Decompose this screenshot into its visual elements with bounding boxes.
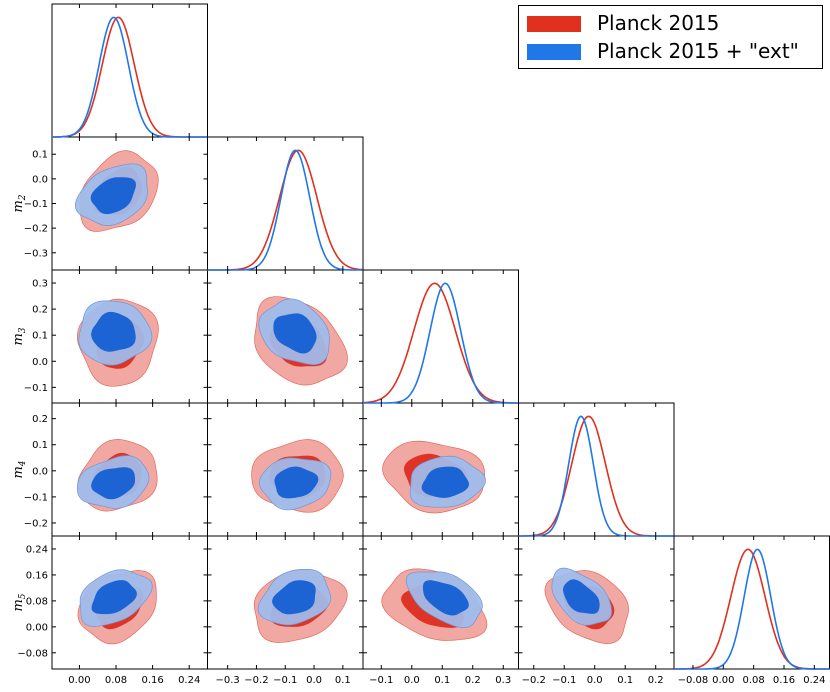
x-axis-label-m3: m3 xyxy=(432,688,450,692)
ext-68-contour xyxy=(422,580,469,616)
x-tick-label-m1: 0.08 xyxy=(105,675,127,686)
y-tick-label-m5: 0.16 xyxy=(26,570,48,581)
x-tick-label-m2: 0.0 xyxy=(306,675,322,686)
ext-marginal-curve xyxy=(52,16,208,138)
y-tick-label-m2: −0.2 xyxy=(24,224,48,235)
x-tick-label-m4: −0.1 xyxy=(552,675,576,686)
x-tick-label-m2: −0.3 xyxy=(216,675,240,686)
ext-68-contour xyxy=(563,579,600,614)
legend: Planck 2015 Planck 2015 + "ext" xyxy=(518,5,823,69)
panel-m1-m5 xyxy=(51,535,208,670)
x-axis-label-m1: m1 xyxy=(121,688,139,692)
panel-frame xyxy=(673,535,830,670)
marginal-m1 xyxy=(51,3,208,138)
ext-68-contour xyxy=(91,580,137,615)
x-tick-label-m2: 0.1 xyxy=(335,675,351,686)
ext-68-contour xyxy=(91,467,135,500)
y-tick-label-m3: −0.1 xyxy=(24,383,48,394)
x-tick-label-m5: 0.00 xyxy=(712,675,734,686)
y-axis-label-m3: m3 xyxy=(11,327,28,345)
y-tick-label-m4: −0.2 xyxy=(24,518,48,529)
y-tick-label-m2: 0.1 xyxy=(32,150,48,161)
panel-frame xyxy=(207,136,364,271)
x-axis-label-m5: m5 xyxy=(743,688,761,692)
x-tick-label-m3: −0.1 xyxy=(369,675,393,686)
panel-m1-m4 xyxy=(51,402,208,537)
x-tick-label-m4: 0.1 xyxy=(617,675,633,686)
panel-m3-m4 xyxy=(362,402,519,537)
legend-swatch-planck xyxy=(527,16,581,32)
y-tick-label-m4: −0.1 xyxy=(24,492,48,503)
x-tick-label-m5: 0.24 xyxy=(803,675,825,686)
x-tick-label-m4: 0.2 xyxy=(648,675,664,686)
ext-marginal-curve xyxy=(207,149,363,271)
ext-68-contour xyxy=(272,580,316,615)
x-tick-label-m3: 0.1 xyxy=(434,675,450,686)
y-tick-label-m3: 0.3 xyxy=(32,279,48,290)
ext-68-contour xyxy=(91,311,136,352)
panel-m2-m5 xyxy=(207,535,364,670)
y-tick-label-m2: −0.1 xyxy=(24,199,48,210)
x-tick-label-m3: 0.2 xyxy=(465,675,481,686)
y-tick-label-m3: 0.2 xyxy=(32,305,48,316)
x-axis-label-m4: m4 xyxy=(587,688,605,692)
marginal-m2 xyxy=(207,136,364,271)
marginal-m5 xyxy=(673,535,830,670)
y-tick-label-m5: 0.08 xyxy=(26,596,48,607)
y-tick-label-m3: 0.1 xyxy=(32,331,48,342)
x-tick-label-m1: 0.00 xyxy=(68,675,90,686)
x-tick-label-m4: 0.0 xyxy=(587,675,603,686)
y-tick-label-m4: 0.0 xyxy=(32,466,48,477)
panel-m1-m3 xyxy=(51,269,208,404)
y-tick-label-m5: 0.24 xyxy=(26,544,48,555)
marginal-m3 xyxy=(362,269,519,404)
legend-swatch-ext xyxy=(527,44,581,60)
ext-marginal-curve xyxy=(518,415,674,537)
y-tick-label-m2: 0.0 xyxy=(32,174,48,185)
ext-marginal-curve xyxy=(363,282,519,404)
y-axis-label-m5: m5 xyxy=(11,593,28,611)
ext-68-contour xyxy=(421,466,469,498)
y-tick-label-m4: 0.1 xyxy=(32,440,48,451)
panel-m1-m2 xyxy=(51,136,208,271)
ext-68-contour xyxy=(273,313,317,354)
x-tick-label-m1: 0.16 xyxy=(141,675,163,686)
x-axis-label-m2: m2 xyxy=(276,688,294,692)
legend-label-planck: Planck 2015 xyxy=(597,11,720,35)
marginal-m4 xyxy=(518,402,675,537)
x-tick-label-m4: −0.2 xyxy=(522,675,546,686)
x-tick-label-m5: −0.08 xyxy=(678,675,709,686)
x-tick-label-m2: −0.1 xyxy=(273,675,297,686)
x-tick-label-m3: 0.0 xyxy=(404,675,420,686)
legend-label-ext: Planck 2015 + "ext" xyxy=(597,39,799,63)
ext-marginal-curve xyxy=(674,548,830,670)
panel-m4-m5 xyxy=(518,535,675,670)
y-tick-label-m2: −0.3 xyxy=(24,248,48,259)
ext-68-contour xyxy=(90,177,136,215)
panel-frame xyxy=(362,269,519,404)
x-tick-label-m2: −0.2 xyxy=(244,675,268,686)
y-axis-label-m4: m4 xyxy=(11,460,28,478)
x-tick-label-m3: 0.3 xyxy=(495,675,511,686)
x-tick-label-m5: 0.16 xyxy=(773,675,795,686)
panel-frame xyxy=(518,402,675,537)
y-tick-label-m5: 0.00 xyxy=(26,622,48,633)
y-tick-label-m3: 0.0 xyxy=(32,357,48,368)
x-tick-label-m5: 0.08 xyxy=(743,675,765,686)
panel-m3-m5 xyxy=(362,535,519,670)
ext-68-contour xyxy=(274,466,319,499)
y-tick-label-m5: −0.08 xyxy=(17,648,48,659)
y-tick-label-m4: 0.2 xyxy=(32,414,48,425)
x-tick-label-m1: 0.24 xyxy=(178,675,200,686)
y-axis-label-m2: m2 xyxy=(11,194,28,212)
panel-m2-m4 xyxy=(207,402,364,537)
panel-m2-m3 xyxy=(207,269,364,404)
